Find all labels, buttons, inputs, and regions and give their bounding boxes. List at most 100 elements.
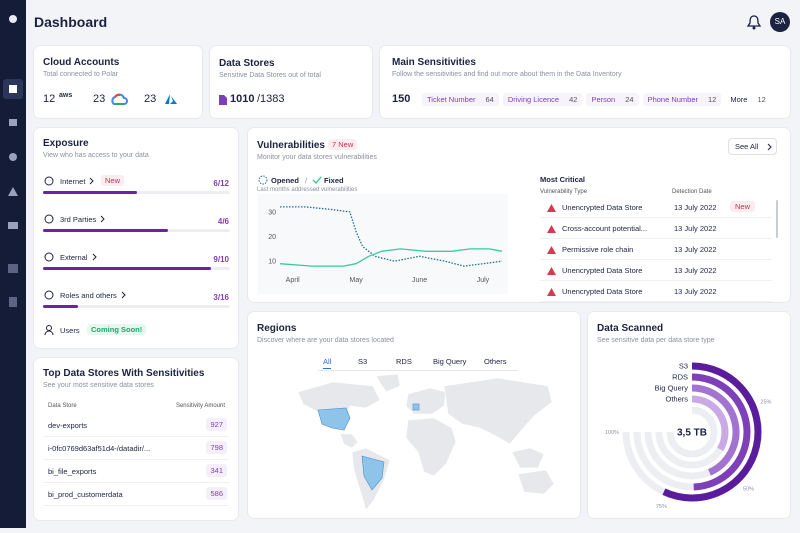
ratio-label: 3/16 <box>213 293 229 302</box>
table-row[interactable]: dev-exports 927 <box>43 414 229 437</box>
nav-alert[interactable] <box>8 187 18 196</box>
vulnerability-type[interactable]: Cross-account potential... <box>562 224 648 233</box>
store-name: dev-exports <box>48 421 88 430</box>
vulnerability-type[interactable]: Unencrypted Data Store <box>562 203 643 212</box>
warning-shape <box>547 225 556 233</box>
greenland <box>375 373 401 393</box>
column-header: Detection Date <box>672 189 712 195</box>
warning-shape <box>547 288 556 296</box>
warning-icon <box>547 246 556 254</box>
column-header: Data Store <box>48 403 77 409</box>
row-label: External <box>60 253 88 262</box>
more[interactable]: More 12 <box>725 93 770 106</box>
nav-dashboard[interactable] <box>9 85 17 93</box>
text: July <box>477 277 490 284</box>
text: Big Query <box>655 384 689 393</box>
users-icon <box>44 325 54 335</box>
tag-count: 64 <box>485 95 494 104</box>
table-row[interactable]: bi_file_exports 341 <box>43 460 229 483</box>
text: 50% <box>743 487 754 493</box>
new-badge: New <box>101 175 125 186</box>
chevron <box>767 143 772 151</box>
sensitivity-amount: 341 <box>206 464 227 477</box>
avatar[interactable]: SA <box>770 12 790 32</box>
tag[interactable]: Phone Number 12 <box>642 93 722 106</box>
data-scanned-card: Data Scanned See sensitive data per data… <box>588 312 790 518</box>
tab[interactable]: Others <box>484 357 507 366</box>
value: 1010 <box>230 93 255 105</box>
central-america <box>339 433 359 449</box>
nav-report[interactable] <box>8 264 18 273</box>
exposure-card: Exposure View who has access to your dat… <box>34 128 238 348</box>
icon-shape <box>44 176 54 186</box>
tag[interactable]: Person 24 <box>586 93 639 106</box>
tag-name: Ticket Number <box>427 95 476 104</box>
progress-track <box>43 305 230 308</box>
radial-bar <box>662 362 762 502</box>
column-header: Vulnerability Type <box>540 189 588 195</box>
see-all-button[interactable]: See All <box>728 138 778 155</box>
progress-track <box>43 191 230 194</box>
tag[interactable]: Ticket Number 64 <box>422 93 499 106</box>
row-divider <box>540 238 772 239</box>
nav-db[interactable] <box>8 222 18 229</box>
nav-location[interactable] <box>9 153 17 161</box>
chevron <box>92 253 97 261</box>
vulnerability-type[interactable]: Unencrypted Data Store <box>562 287 643 296</box>
chevron-shape <box>92 253 97 261</box>
tab[interactable]: S3 <box>358 357 368 366</box>
row-label: 3rd Parties <box>60 215 97 224</box>
warning-shape <box>547 267 556 275</box>
text: RDS <box>672 373 688 382</box>
nav-list[interactable] <box>9 119 17 126</box>
card-title: Exposure <box>43 138 89 149</box>
new-badge: 7 New <box>328 139 358 150</box>
progress-fill <box>43 267 212 270</box>
card-title: Regions <box>257 323 297 334</box>
tab-active[interactable]: All <box>323 357 332 369</box>
world-map <box>297 373 555 511</box>
new-badge: New <box>730 201 756 212</box>
azure-logo <box>165 94 177 104</box>
tag-count: 42 <box>569 95 578 104</box>
row-icon <box>44 252 54 262</box>
nav-docs[interactable] <box>9 297 17 307</box>
text: 100% <box>605 430 619 436</box>
gcp-logo <box>111 93 128 105</box>
line-series <box>280 206 503 267</box>
vulnerabilities-card: 10 20 30 April May June July Vulnerabilities 7… <box>248 128 790 302</box>
count: 23 <box>144 93 157 105</box>
scrollbar[interactable] <box>776 200 778 238</box>
canada <box>297 381 381 415</box>
tab-divider <box>318 370 518 371</box>
progress-fill <box>43 191 137 194</box>
vulnerability-type[interactable]: Permissive role chain <box>562 245 634 254</box>
text: 75% <box>656 504 667 510</box>
tab[interactable]: RDS <box>396 357 412 366</box>
legend-separator: / <box>305 176 308 185</box>
chevron <box>121 291 126 299</box>
vulnerability-type[interactable]: Unencrypted Data Store <box>562 266 643 275</box>
warning-icon <box>547 267 556 275</box>
card-subtitle: See your most sensitive data stores <box>43 382 154 389</box>
detection-date: 13 July 2022 <box>674 266 717 275</box>
radial-bar <box>691 384 740 476</box>
text: April <box>286 277 300 284</box>
total: /1383 <box>257 93 285 105</box>
progress-track <box>43 267 230 270</box>
tag-count: 24 <box>625 95 634 104</box>
warning-shape <box>547 204 556 212</box>
row-label: Internet <box>60 177 86 186</box>
bell[interactable] <box>744 12 764 32</box>
card-subtitle: Sensitive Data Stores out of total <box>219 72 321 79</box>
warning-icon <box>547 204 556 212</box>
tag-count: 12 <box>708 95 717 104</box>
tab[interactable]: Big Query <box>433 357 467 366</box>
tag[interactable]: Driving Licence 42 <box>502 93 583 106</box>
opened-icon <box>258 175 268 185</box>
card-title: Main Sensitivities <box>392 57 476 68</box>
table-row[interactable]: bi_prod_customerdata 586 <box>43 483 229 506</box>
table-row[interactable]: i-0fc0769d63af51d4-/datadir/... 798 <box>43 437 229 460</box>
warning-icon <box>547 288 556 296</box>
text: 30 <box>268 209 276 216</box>
